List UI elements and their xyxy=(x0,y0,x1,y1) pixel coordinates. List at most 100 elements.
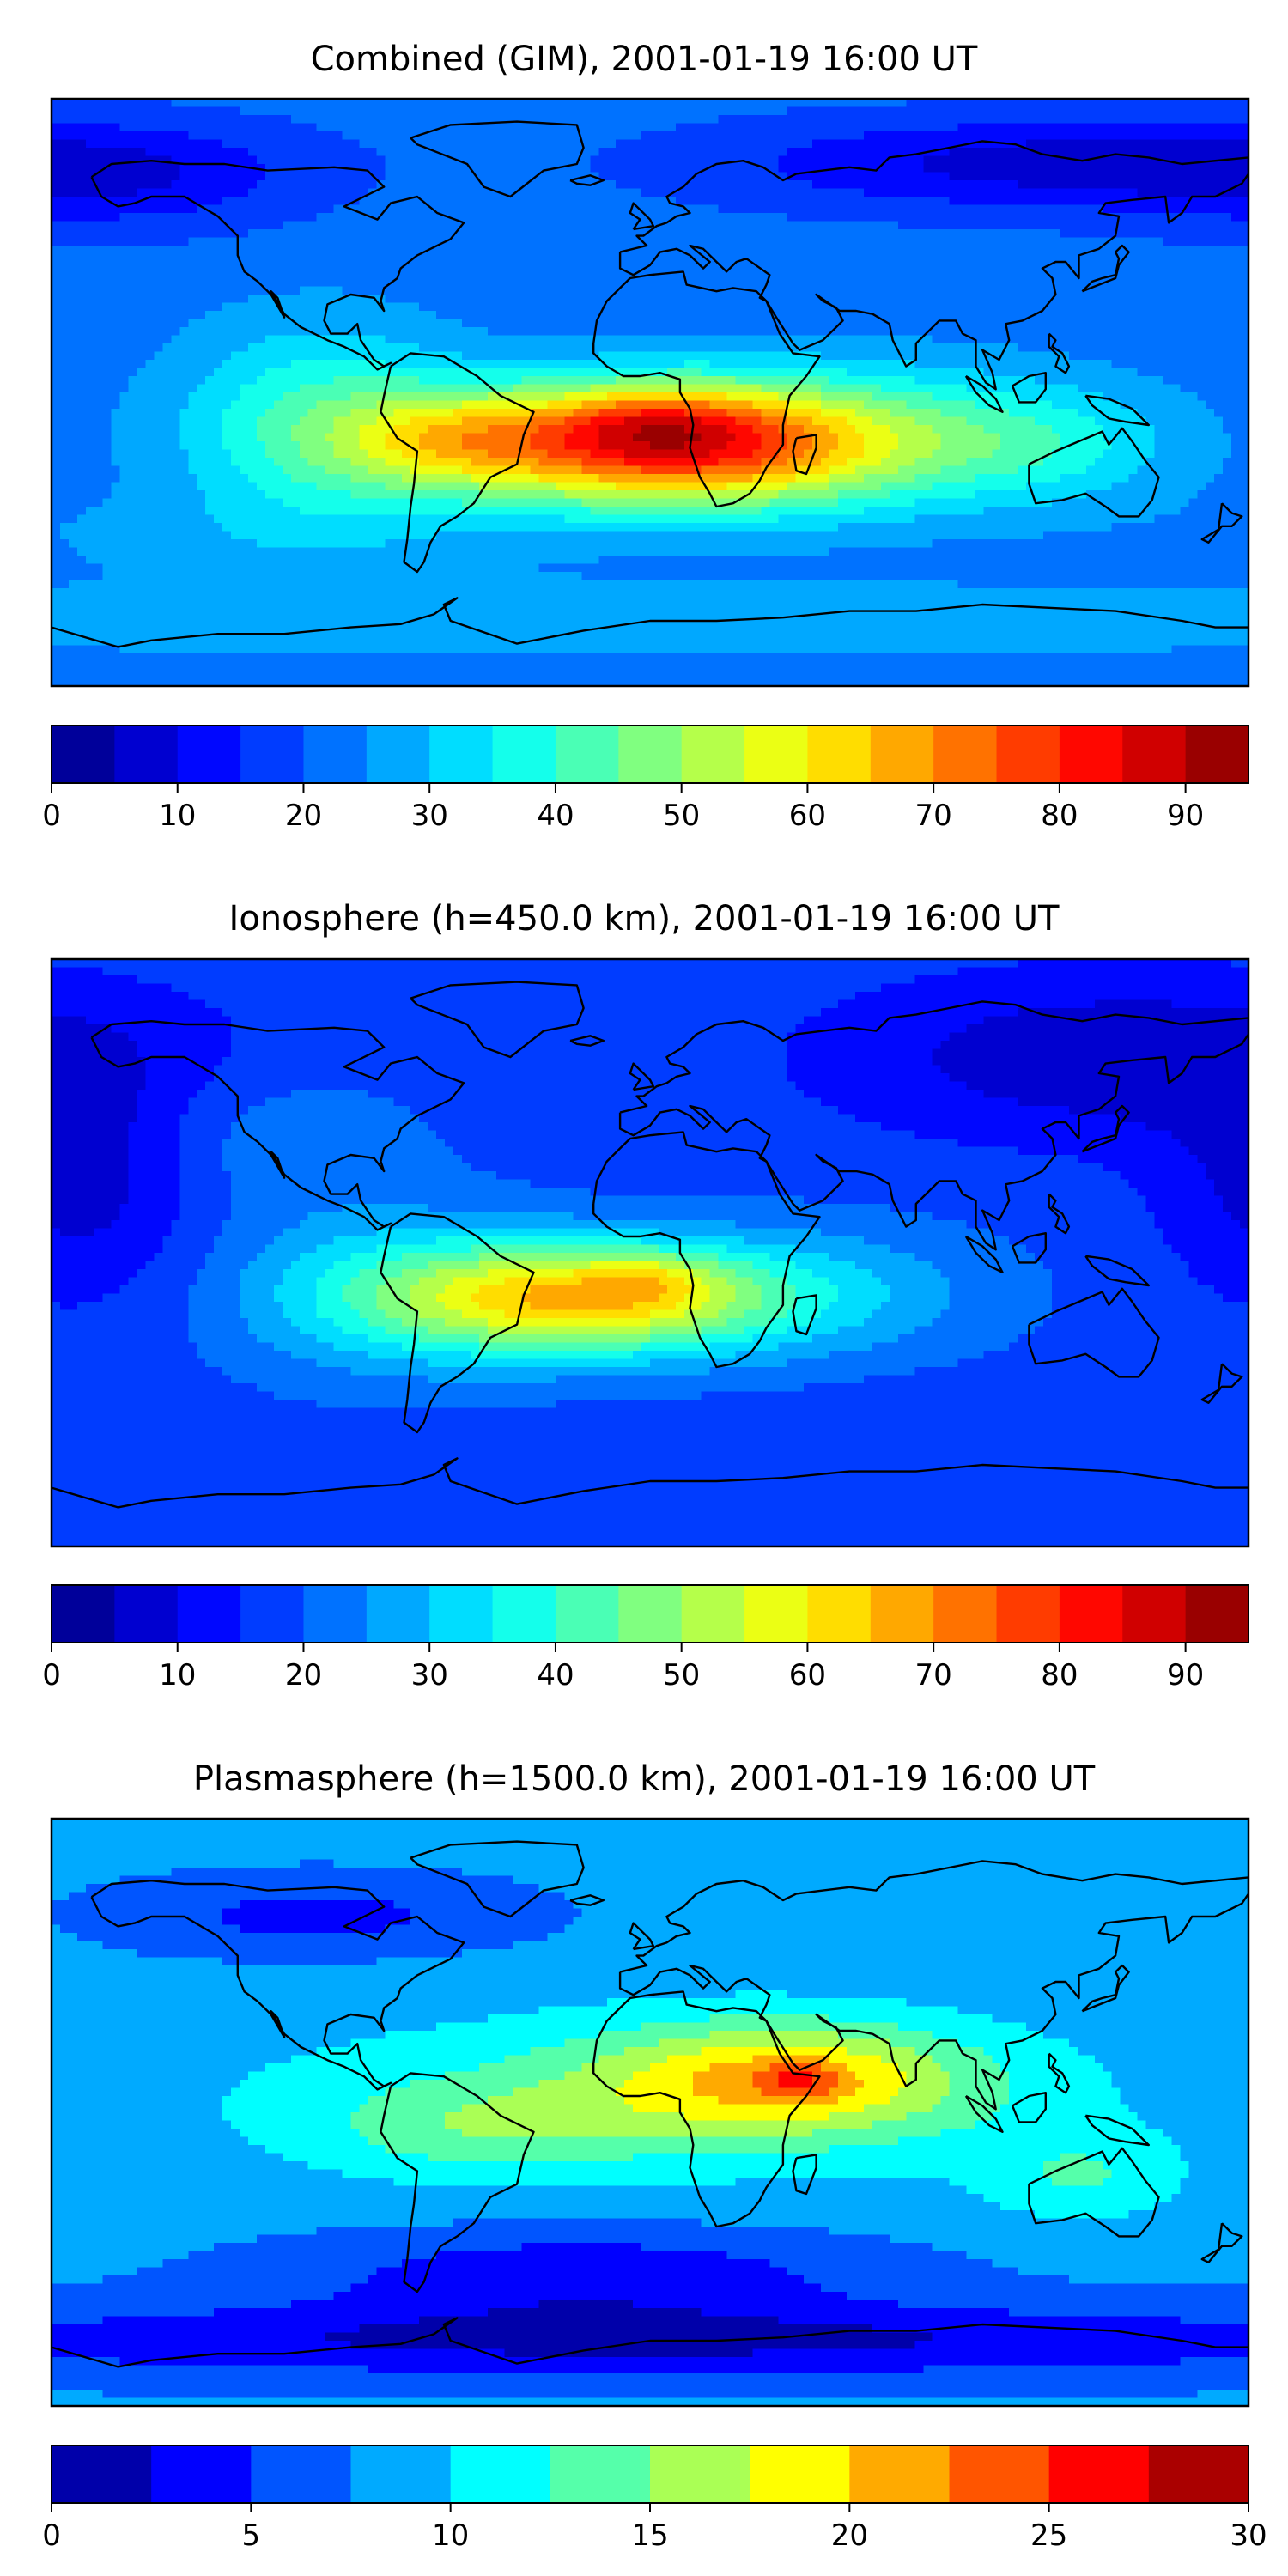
colorbar-level-1 xyxy=(151,2445,252,2503)
colorbar-level-8 xyxy=(555,726,619,783)
coastline-9 xyxy=(1084,394,1150,427)
colorbar-tick-label: 10 xyxy=(432,2518,469,2553)
colorbar-tick-label: 70 xyxy=(915,1658,952,1692)
colorbar-tick-label: 30 xyxy=(411,799,448,833)
colorbar-tick-label: 30 xyxy=(1230,2518,1267,2553)
colorbar-level-1 xyxy=(114,1585,179,1643)
coastline-1 xyxy=(410,981,585,1059)
colorbar-tick-label: 30 xyxy=(411,1658,448,1692)
colorbar-level-2 xyxy=(251,2445,351,2503)
panel-combined-gim: Combined (GIM), 2001-01-19 16:00 UT 0 10 2… xyxy=(42,39,1250,833)
coastline-8 xyxy=(1028,1287,1160,1378)
colorbar-level-0 xyxy=(52,726,115,783)
colorbar-level-2 xyxy=(177,726,241,783)
colorbar-tick-label: 70 xyxy=(915,799,952,833)
coastline-outlines xyxy=(52,120,1249,648)
coastline-13 xyxy=(1048,1193,1071,1235)
colorbar-level-4 xyxy=(303,726,368,783)
colorbar-level-7 xyxy=(492,726,556,783)
coastline-0 xyxy=(90,160,465,371)
colorbar-level-3 xyxy=(240,1585,304,1643)
colorbar-level-3 xyxy=(350,2445,452,2503)
coastline-7 xyxy=(569,174,605,186)
colorbar-level-4 xyxy=(450,2445,551,2503)
colorbar-tick-label: 20 xyxy=(285,1658,322,1692)
coastline-2 xyxy=(380,2072,535,2293)
colorbar-level-5 xyxy=(366,1585,430,1643)
colorbar-tick-label: 25 xyxy=(1030,2518,1067,2553)
coastline-10 xyxy=(1011,372,1047,404)
coastline-4 xyxy=(592,270,821,508)
colorbar-level-8 xyxy=(555,1585,619,1643)
map-frame xyxy=(50,97,1250,688)
panel-plasmasphere: Plasmasphere (h=1500.0 km), 2001-01-19 1… xyxy=(42,1759,1267,2553)
coastline-15 xyxy=(52,597,1249,648)
colorbar-tick-label: 20 xyxy=(831,2518,868,2553)
coastline-5 xyxy=(792,434,817,476)
colorbar-level-5 xyxy=(366,726,430,783)
coastline-1 xyxy=(410,1840,585,1918)
colorbar-tick-label: 0 xyxy=(42,1658,61,1692)
colorbar-level-11 xyxy=(744,726,808,783)
colorbar-level-12 xyxy=(807,1585,872,1643)
coastline-4 xyxy=(592,1131,821,1369)
coastline-5 xyxy=(792,1294,817,1336)
colorbar-level-18 xyxy=(1185,726,1249,783)
coastline-2 xyxy=(380,1212,535,1434)
coastline-13 xyxy=(1048,2052,1071,2094)
colorbar-tick-label: 80 xyxy=(1041,799,1078,833)
colorbar-level-10 xyxy=(681,1585,745,1643)
tec-contour-field xyxy=(52,1819,1249,2406)
coastline-10 xyxy=(1011,1232,1047,1264)
coastline-2 xyxy=(380,352,535,574)
tec-contour-cells xyxy=(52,1819,1249,2406)
tec-contour-field xyxy=(52,99,1249,686)
coastline-3 xyxy=(618,1000,1249,1251)
colorbar-tick-label: 60 xyxy=(789,1658,826,1692)
coastline-11 xyxy=(964,2094,1004,2133)
colorbar-level-0 xyxy=(52,2445,152,2503)
coastline-15 xyxy=(52,1457,1249,1509)
coastline-12 xyxy=(1081,1104,1130,1153)
colorbar-level-16 xyxy=(1059,726,1123,783)
colorbar-tick-label: 50 xyxy=(663,1658,700,1692)
colorbar-level-15 xyxy=(996,1585,1060,1643)
colorbar: 0 10 20 30 40 50 60 70 80 90 xyxy=(42,725,1249,833)
coastline-15 xyxy=(52,2317,1249,2368)
colorbar-level-13 xyxy=(870,1585,934,1643)
coastline-3 xyxy=(618,140,1249,391)
colorbar: 0 5 10 15 20 25 30 xyxy=(42,2445,1267,2553)
coastline-6 xyxy=(629,1922,655,1951)
coastline-0 xyxy=(90,1020,465,1231)
coastline-14 xyxy=(1200,2222,1243,2263)
colorbar-level-4 xyxy=(303,1585,368,1643)
colorbar-level-12 xyxy=(807,726,872,783)
map-title: Ionosphere (h=450.0 km), 2001-01-19 16:0… xyxy=(229,899,1060,939)
panel-ionosphere: Ionosphere (h=450.0 km), 2001-01-19 16:0… xyxy=(42,899,1250,1692)
colorbar-level-6 xyxy=(429,726,494,783)
coastline-0 xyxy=(90,1880,465,2091)
colorbar-tick-label: 90 xyxy=(1167,1658,1204,1692)
map-plot xyxy=(50,1817,1250,2408)
colorbar-tick-label: 5 xyxy=(242,2518,261,2553)
coastline-8 xyxy=(1028,427,1160,518)
colorbar-tick-label: 80 xyxy=(1041,1658,1078,1692)
coastline-7 xyxy=(569,1894,605,1906)
colorbar-tick-label: 10 xyxy=(159,799,196,833)
colorbar-level-10 xyxy=(681,726,745,783)
tec-contour-cells xyxy=(52,959,1249,1546)
coastline-3 xyxy=(618,1860,1249,2111)
colorbar-level-9 xyxy=(618,726,683,783)
coastline-13 xyxy=(1048,332,1071,374)
colorbar-level-7 xyxy=(750,2445,850,2503)
colorbar-level-17 xyxy=(1122,1585,1187,1643)
colorbar-level-6 xyxy=(429,1585,494,1643)
colorbar-level-9 xyxy=(949,2445,1050,2503)
map-title: Combined (GIM), 2001-01-19 16:00 UT xyxy=(311,39,978,79)
map-plot xyxy=(50,97,1250,688)
coastline-12 xyxy=(1081,244,1130,293)
map-frame xyxy=(50,1817,1250,2408)
colorbar-tick-label: 60 xyxy=(789,799,826,833)
colorbar-tick-label: 20 xyxy=(285,799,322,833)
colorbar-tick-label: 90 xyxy=(1167,799,1204,833)
